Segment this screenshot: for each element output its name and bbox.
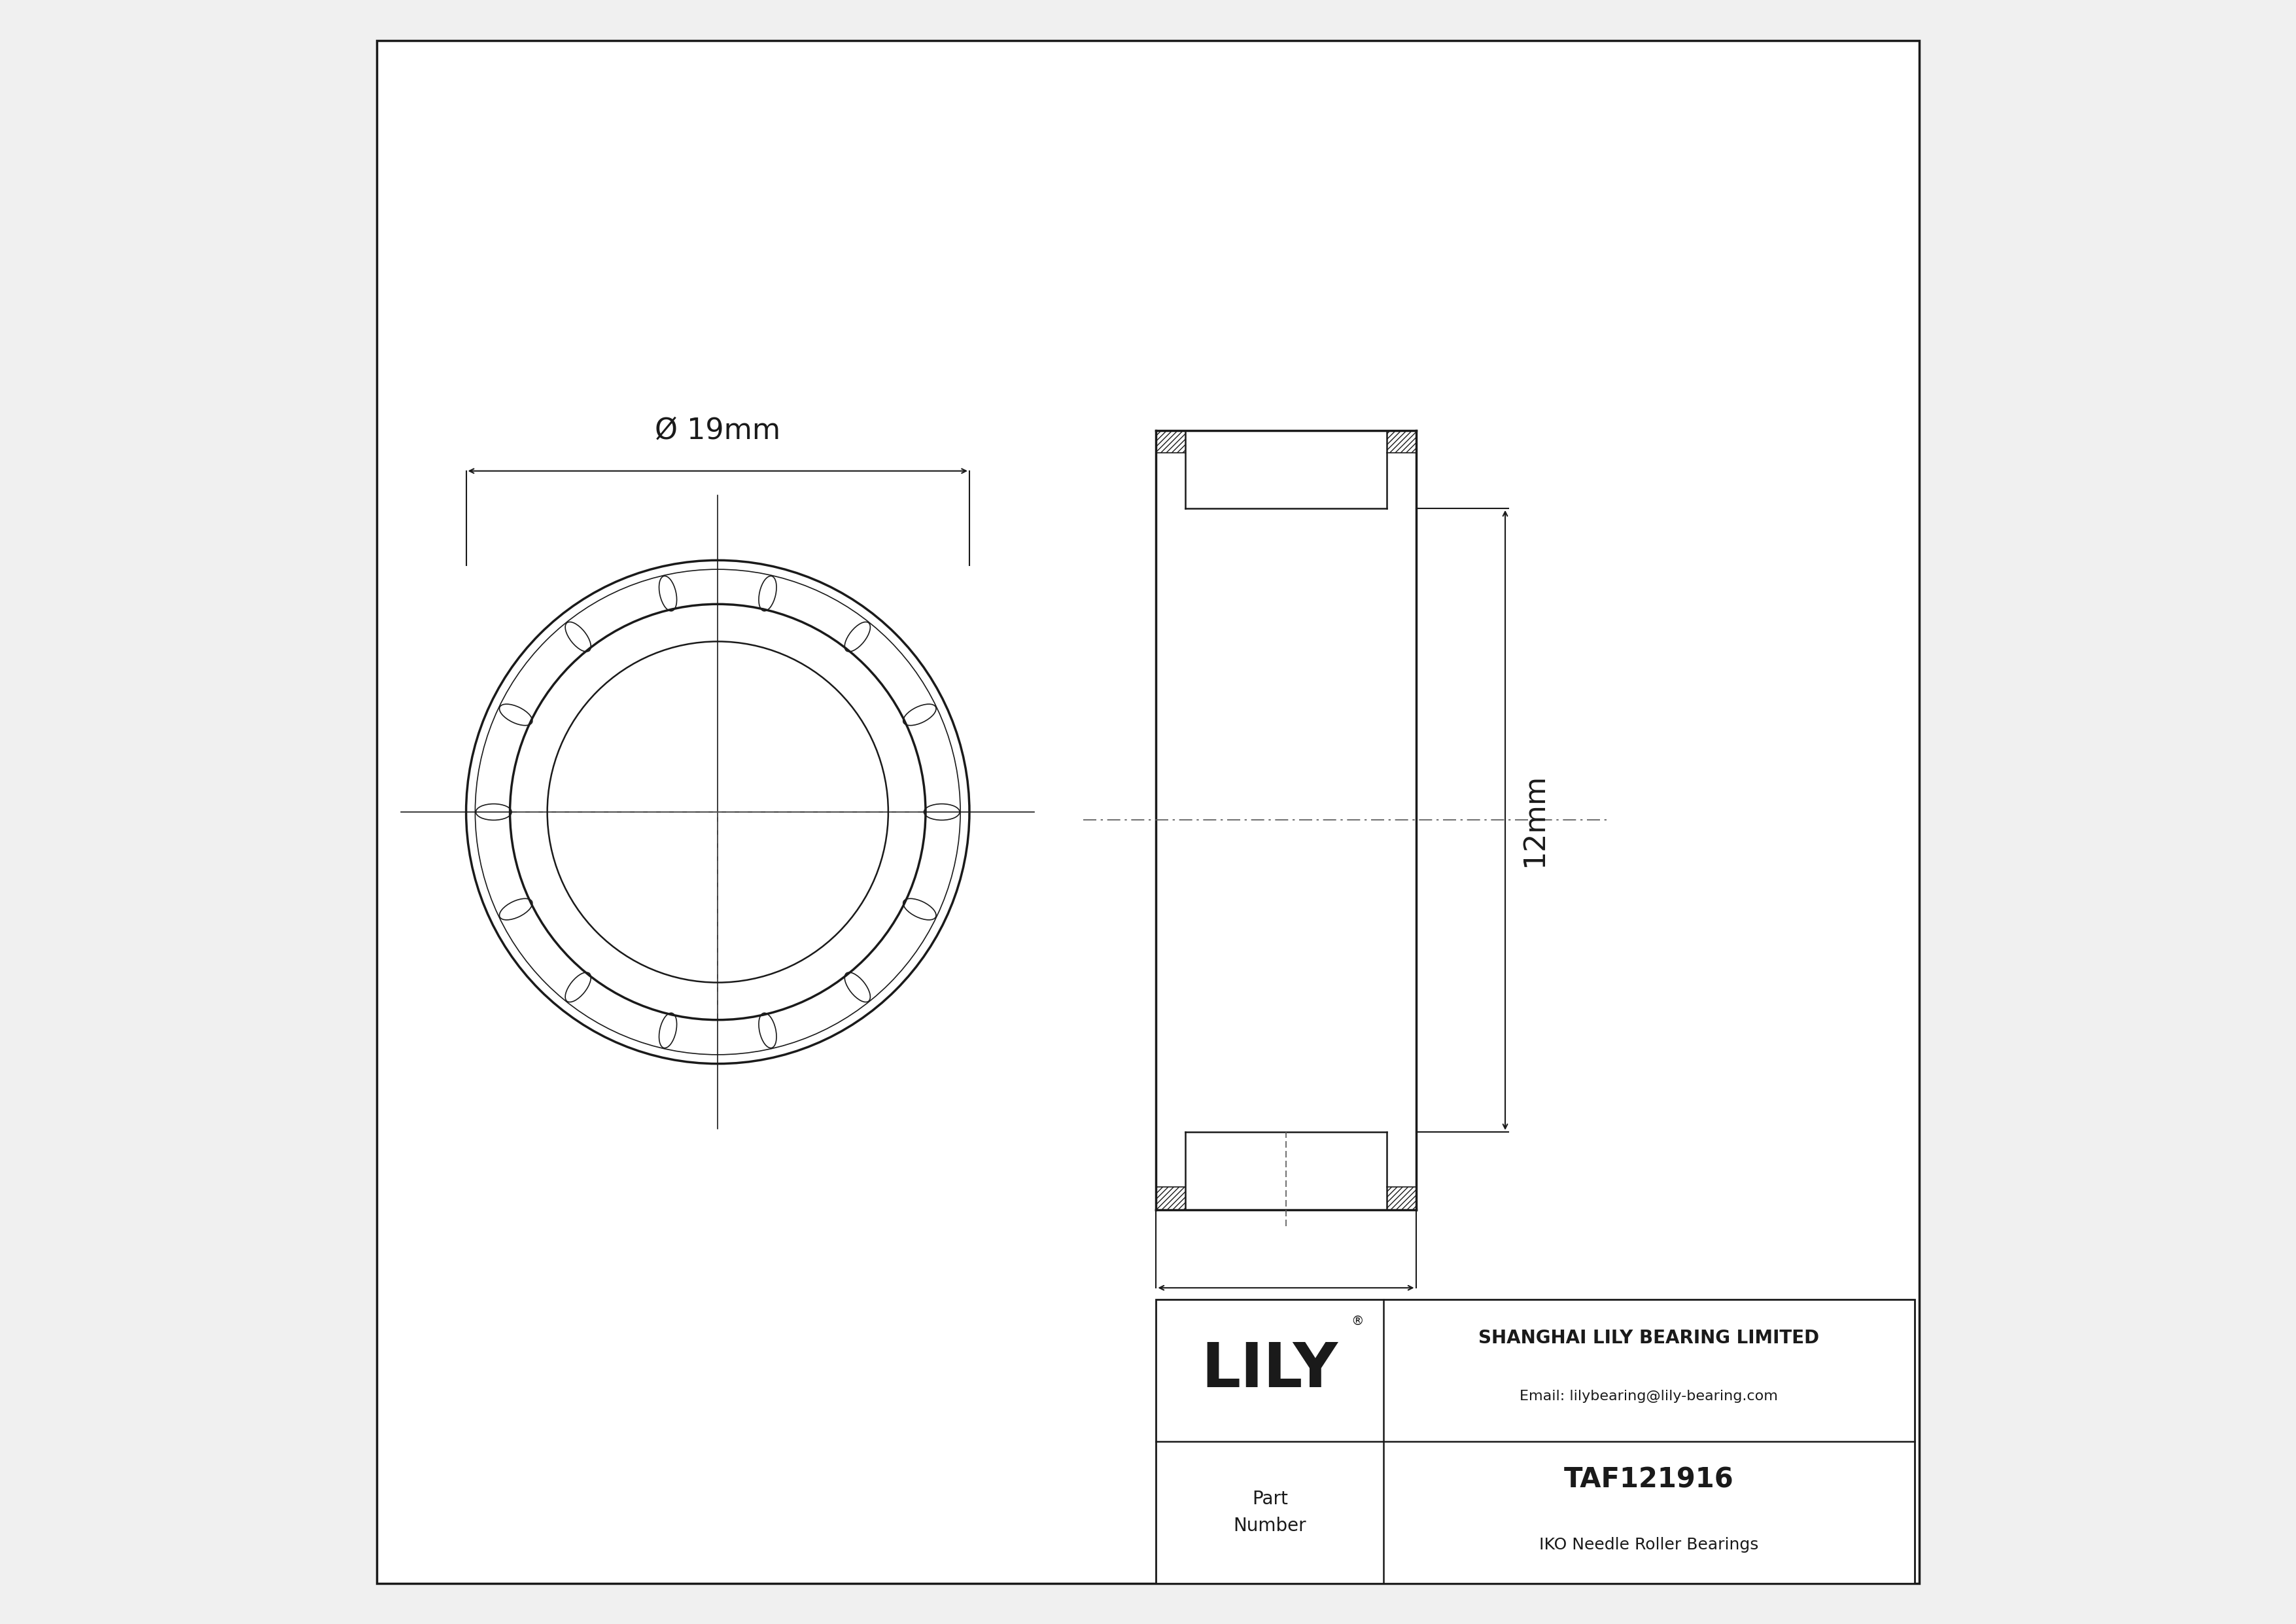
Text: 16mm: 16mm [1240,1309,1332,1337]
Ellipse shape [1561,1324,1855,1405]
Text: Email: lilybearing@lily-bearing.com: Email: lilybearing@lily-bearing.com [1520,1390,1777,1403]
Text: IKO Needle Roller Bearings: IKO Needle Roller Bearings [1538,1536,1759,1553]
Text: ®: ® [1352,1315,1364,1328]
FancyBboxPatch shape [1795,1364,1855,1502]
Bar [1157,430,1185,453]
Bar [1157,1187,1185,1210]
Bar [1387,1187,1417,1210]
Text: TAF121916: TAF121916 [1564,1466,1733,1494]
Text: Part
Number: Part Number [1233,1489,1306,1535]
Bar [1387,430,1417,453]
Text: LILY: LILY [1201,1340,1339,1400]
Text: Ø 19mm: Ø 19mm [654,417,781,445]
Text: 12mm: 12mm [1520,773,1548,867]
Ellipse shape [1561,1462,1855,1543]
Text: SHANGHAI LILY BEARING LIMITED: SHANGHAI LILY BEARING LIMITED [1479,1328,1818,1346]
Bar [1157,1299,1915,1583]
Ellipse shape [1619,1341,1798,1387]
FancyBboxPatch shape [1561,1364,1855,1502]
